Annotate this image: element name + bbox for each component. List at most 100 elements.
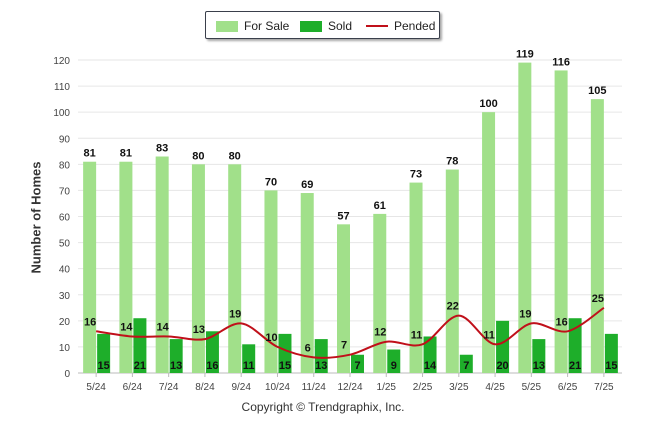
x-tick-label: 1/25 [377, 382, 397, 393]
bar-for-sale [119, 161, 133, 373]
bar-sold [496, 320, 510, 373]
y-tick-label: 10 [59, 343, 71, 354]
data-label-sold: 13 [315, 360, 327, 372]
y-tick-label: 30 [59, 291, 71, 302]
bar-sold [278, 333, 292, 373]
data-label-pended: 11 [411, 329, 423, 341]
x-tick-label: 5/25 [522, 382, 542, 393]
bar-for-sale [445, 169, 459, 373]
data-label-for-sale: 119 [516, 49, 534, 61]
x-tick-label: 7/24 [159, 382, 179, 393]
y-axis-label: Number of Homes [28, 161, 44, 274]
bar-for-sale [83, 161, 97, 373]
data-label-for-sale: 100 [479, 98, 497, 110]
data-label-for-sale: 80 [192, 150, 204, 162]
x-tick-label: 3/25 [449, 382, 469, 393]
data-label-sold: 15 [98, 360, 110, 372]
data-label-for-sale: 81 [84, 148, 96, 160]
data-label-for-sale: 81 [120, 148, 132, 160]
x-tick-label: 8/24 [195, 382, 215, 393]
legend-swatch-for-sale [216, 20, 238, 32]
x-tick-label: 9/24 [231, 382, 251, 393]
data-label-for-sale: 61 [374, 200, 386, 212]
legend-label-for-sale: For Sale [244, 19, 290, 33]
y-tick-label: 0 [64, 369, 70, 380]
data-label-pended: 14 [120, 321, 133, 333]
data-label-pended: 13 [193, 324, 205, 336]
data-label-pended: 19 [229, 308, 241, 320]
copyright-footer: Copyright © Trendgraphix, Inc. [241, 400, 405, 414]
y-tick-label: 20 [59, 317, 71, 328]
data-label-sold: 20 [496, 360, 508, 372]
bar-for-sale [264, 190, 278, 373]
bar-sold [133, 318, 147, 373]
bar-for-sale [373, 213, 387, 373]
data-label-sold: 15 [605, 360, 617, 372]
bar-sold [314, 339, 328, 373]
data-label-for-sale: 78 [446, 156, 458, 168]
bar-sold [568, 318, 582, 373]
x-tick-label: 5/24 [86, 382, 106, 393]
data-label-sold: 14 [424, 360, 437, 372]
legend-label-pended: Pended [394, 19, 436, 33]
legend: For Sale Sold Pended [205, 11, 440, 39]
data-label-for-sale: 70 [265, 176, 277, 188]
y-tick-label: 60 [59, 213, 71, 224]
legend-swatch-sold [300, 20, 322, 32]
data-label-pended: 10 [265, 332, 277, 344]
x-tick-label: 11/24 [302, 382, 327, 393]
data-label-sold: 7 [354, 360, 360, 372]
data-label-for-sale: 83 [156, 143, 168, 155]
bar-sold [532, 339, 546, 373]
data-label-sold: 16 [206, 360, 218, 372]
data-label-sold: 15 [279, 360, 291, 372]
legend-item-sold[interactable]: Sold [300, 18, 352, 34]
bar-for-sale [590, 99, 604, 373]
legend-item-pended[interactable]: Pended [366, 18, 435, 34]
y-tick-label: 100 [53, 108, 70, 119]
pended-line [95, 306, 605, 359]
bar-sold [169, 339, 183, 373]
data-label-pended: 25 [592, 293, 604, 305]
bar-for-sale [155, 156, 169, 373]
bar-sold [351, 354, 364, 373]
bar-for-sale [554, 70, 568, 373]
bar-sold [242, 344, 256, 373]
data-label-pended: 7 [341, 340, 347, 352]
y-tick-label: 120 [53, 56, 70, 67]
data-label-pended: 22 [447, 301, 459, 313]
x-tick-label: 2/25 [413, 382, 433, 393]
x-tick-label: 10/24 [265, 382, 290, 393]
y-tick-label: 80 [59, 160, 71, 171]
data-label-pended: 11 [483, 329, 495, 341]
legend-swatch-pended [366, 25, 388, 27]
data-label-pended: 16 [84, 316, 96, 328]
data-label-sold: 21 [569, 360, 581, 372]
bar-for-sale [482, 112, 496, 374]
bar-for-sale [409, 182, 423, 373]
legend-label-sold: Sold [328, 19, 353, 33]
y-tick-label: 70 [59, 186, 71, 197]
data-label-pended: 6 [305, 342, 311, 354]
x-tick-label: 12/24 [337, 382, 362, 393]
data-label-sold: 9 [391, 360, 397, 372]
bar-for-sale [228, 164, 242, 373]
data-label-for-sale: 105 [588, 85, 606, 97]
x-tick-label: 6/24 [123, 382, 143, 393]
x-tick-label: 7/25 [594, 382, 614, 393]
y-tick-label: 40 [59, 265, 71, 276]
bar-for-sale [518, 62, 532, 373]
bar-sold [459, 354, 473, 373]
bar-sold [604, 333, 618, 373]
data-label-sold: 11 [243, 360, 255, 372]
bar-sold [387, 349, 401, 373]
y-tick-label: 50 [59, 239, 71, 250]
y-tick-label: 90 [59, 134, 71, 145]
legend-item-for-sale[interactable]: For Sale [216, 18, 289, 34]
bar-sold [205, 331, 219, 373]
bar-sold [97, 333, 111, 373]
data-label-for-sale: 116 [552, 56, 570, 68]
data-label-for-sale: 73 [410, 169, 422, 181]
data-label-sold: 7 [463, 360, 469, 372]
